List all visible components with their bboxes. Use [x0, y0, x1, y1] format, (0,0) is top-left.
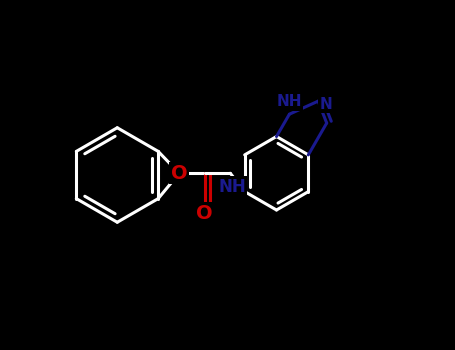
- Text: NH: NH: [277, 94, 302, 110]
- Text: NH: NH: [218, 177, 246, 196]
- Text: O: O: [171, 164, 187, 183]
- Text: O: O: [197, 204, 213, 223]
- Text: N: N: [319, 97, 332, 112]
